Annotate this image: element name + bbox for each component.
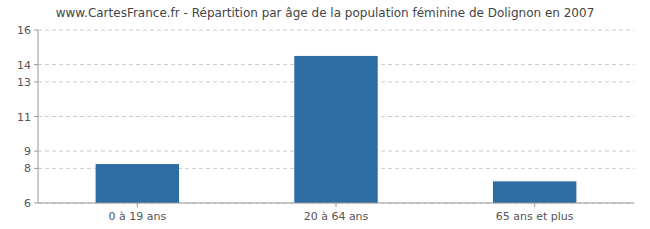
bar	[294, 56, 377, 203]
y-tick-label: 6	[24, 197, 31, 210]
y-tick	[34, 116, 38, 117]
y-axis-line	[38, 30, 39, 203]
y-tick	[34, 30, 38, 31]
y-tick-label: 8	[24, 162, 31, 175]
y-tick	[34, 168, 38, 169]
x-tick-label: 20 à 64 ans	[304, 210, 369, 223]
y-tick	[34, 64, 38, 65]
chart-svg: www.CartesFrance.fr - Répartition par âg…	[0, 0, 650, 229]
y-tick-label: 16	[17, 24, 31, 37]
y-tick	[34, 203, 38, 204]
x-axis: 0 à 19 ans 20 à 64 ans 65 ans et plus	[108, 203, 573, 223]
y-tick-label: 11	[17, 111, 31, 124]
x-tick	[336, 203, 337, 207]
y-tick-label: 9	[24, 145, 31, 158]
y-tick	[34, 81, 38, 82]
y-tick-label: 14	[17, 59, 31, 72]
bar	[493, 181, 576, 203]
chart-container: www.CartesFrance.fr - Répartition par âg…	[0, 0, 650, 229]
x-tick-label: 0 à 19 ans	[108, 210, 166, 223]
chart-title: www.CartesFrance.fr - Répartition par âg…	[56, 6, 595, 20]
bar	[96, 164, 179, 203]
y-axis: 6 8 9 11 13 14 16	[17, 24, 38, 210]
x-tick-label: 65 ans et plus	[496, 210, 574, 223]
x-tick	[137, 203, 138, 207]
bars	[96, 56, 577, 203]
grid-line	[38, 30, 634, 31]
x-tick	[534, 203, 535, 207]
y-tick-label: 13	[17, 76, 31, 89]
y-tick	[34, 151, 38, 152]
